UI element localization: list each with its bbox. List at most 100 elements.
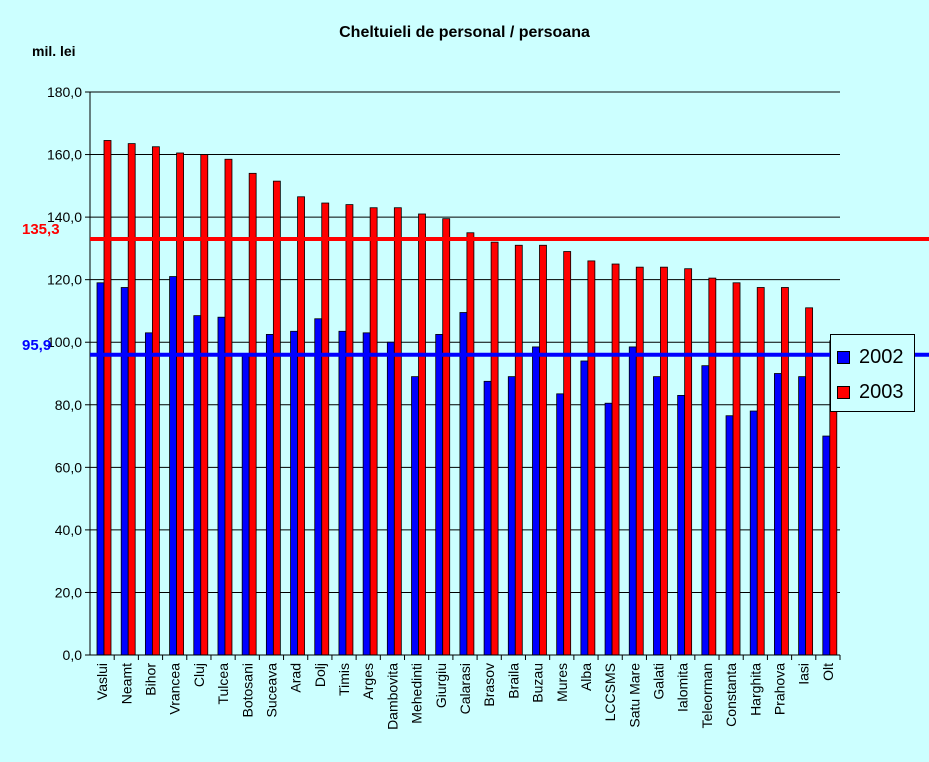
- x-tick-label: Buzau: [530, 663, 546, 703]
- reference-lines: [90, 237, 929, 357]
- bars: [96, 140, 838, 656]
- x-tick-label: Braila: [505, 663, 521, 699]
- x-tick-label: Constanta: [723, 663, 739, 727]
- y-tick-label: 20,0: [55, 584, 82, 600]
- bar-2002-satu-mare: [628, 346, 637, 656]
- bar-2003-braila: [514, 244, 523, 656]
- bar-2002-vrancea: [169, 276, 177, 656]
- x-tick-label: LCCSMS: [602, 663, 618, 721]
- bar-2003-dolj: [321, 202, 330, 656]
- x-tick-label: Calarasi: [457, 663, 473, 714]
- bar-2003-timis: [345, 204, 354, 656]
- bar-2002-brasov: [483, 380, 492, 656]
- bar-2003-harghita: [756, 287, 765, 656]
- bar-2003-botosani: [248, 172, 257, 656]
- bar-2002-suceava: [265, 334, 274, 656]
- x-tick-label: Iasi: [796, 663, 812, 685]
- x-tick-label: Harghita: [747, 663, 763, 716]
- x-tick-label: Mehedinti: [409, 663, 425, 724]
- bar-2003-cluj: [200, 154, 209, 656]
- bar-2003-mures: [563, 251, 572, 656]
- bar-2002-mures: [556, 393, 565, 656]
- bar-2002-prahova: [774, 373, 782, 656]
- bar-2003-alba: [587, 260, 596, 656]
- bar-2003-suceava: [272, 180, 281, 656]
- x-tick-label: Satu Mare: [626, 663, 642, 728]
- bar-2003-dambovita: [393, 207, 402, 656]
- bar-2002-dolj: [314, 318, 323, 656]
- bar-2003-mehedinti: [418, 213, 426, 656]
- x-tick-label: Arges: [360, 663, 376, 700]
- x-tick-label: Prahova: [772, 663, 788, 715]
- bar-2003-galati: [660, 266, 668, 656]
- bar-2002-galati: [653, 376, 661, 656]
- bar-2002-giurgiu: [435, 334, 444, 656]
- bar-2002-teleorman: [701, 365, 710, 656]
- legend-swatch-2003: [837, 385, 850, 399]
- x-tick-label: Neamt: [118, 663, 134, 704]
- bar-2002-braila: [507, 376, 516, 656]
- bar-2002-harghita: [749, 410, 758, 656]
- x-tick-label: Galati: [651, 663, 667, 700]
- bar-2003-teleorman: [708, 277, 717, 656]
- y-axis-unit: mil. lei: [32, 43, 76, 59]
- y-tick-label: 140,0: [47, 209, 82, 225]
- y-tick-label: 0,0: [63, 647, 83, 663]
- bar-2003-neamt: [127, 143, 136, 656]
- bar-2003-iasi: [805, 307, 814, 656]
- x-tick-label: Bihor: [142, 663, 158, 696]
- bar-2002-alba: [580, 360, 589, 656]
- x-tick-label: Dolj: [312, 663, 328, 687]
- y-tick-label: 160,0: [47, 147, 82, 163]
- chart-title: Cheltuieli de personal / persoana: [339, 24, 590, 41]
- bar-2003-ialomita: [684, 268, 693, 656]
- y-tick-label: 180,0: [47, 84, 82, 100]
- axes: 0,0 20,0 40,0 60,0 80,0 100,0 120,0 140,0 160,0 1…: [47, 84, 841, 730]
- legend: 2002 2003: [830, 334, 915, 412]
- bar-2002-cluj: [193, 315, 202, 656]
- x-tick-label: Timis: [336, 663, 352, 696]
- x-tick-label: Dambovita: [384, 663, 400, 730]
- bar-2002-timis: [338, 330, 347, 656]
- x-tick-label: Giurgiu: [433, 663, 449, 708]
- reference-label-2003: 135,3: [22, 221, 60, 238]
- bar-2003-giurgiu: [442, 218, 451, 656]
- legend-item-2003: 2003: [837, 379, 904, 405]
- x-tick-label: Vaslui: [94, 663, 110, 700]
- bar-2003-tulcea: [224, 158, 233, 656]
- legend-label-2002: 2002: [859, 345, 904, 368]
- x-tick-label: Mures: [554, 663, 570, 702]
- bar-2003-constanta: [732, 282, 741, 656]
- bar-2002-neamt: [120, 287, 129, 656]
- bar-2002-tulcea: [217, 316, 226, 656]
- bar-2003-bihor: [151, 146, 160, 656]
- bar-2002-ialomita: [677, 394, 686, 656]
- y-tick-label: 60,0: [55, 459, 82, 475]
- y-tick-label: 80,0: [55, 397, 82, 413]
- bar-2003-satu-mare: [635, 266, 644, 656]
- bar-2002-arad: [290, 330, 298, 656]
- bar-2002-vaslui: [96, 282, 105, 656]
- bar-2002-mehedinti: [411, 376, 419, 656]
- x-tick-label: Alba: [578, 663, 594, 691]
- bar-2003-vaslui: [103, 140, 112, 656]
- x-tick-label: Teleorman: [699, 663, 715, 728]
- bar-2002-bihor: [144, 332, 153, 656]
- reference-label-2002: 95,9: [22, 336, 52, 354]
- bar-2003-prahova: [781, 287, 789, 656]
- x-tick-label: Botosani: [239, 663, 255, 717]
- bar-2003-calarasi: [466, 232, 475, 656]
- bar-2003-arad: [297, 196, 305, 656]
- y-tick-label: 40,0: [55, 522, 82, 538]
- x-tick-label: Arad: [288, 663, 304, 693]
- y-tick-label: 100,0: [47, 334, 82, 350]
- bar-2002-buzau: [532, 346, 540, 656]
- legend-swatch-2002: [837, 350, 850, 364]
- bar-2003-buzau: [539, 244, 547, 656]
- bar-2002-lccsms: [604, 402, 613, 656]
- bar-2002-constanta: [725, 415, 734, 656]
- x-tick-label: Olt: [820, 663, 836, 681]
- bar-2003-vrancea: [176, 152, 184, 656]
- bar-2003-brasov: [490, 241, 499, 656]
